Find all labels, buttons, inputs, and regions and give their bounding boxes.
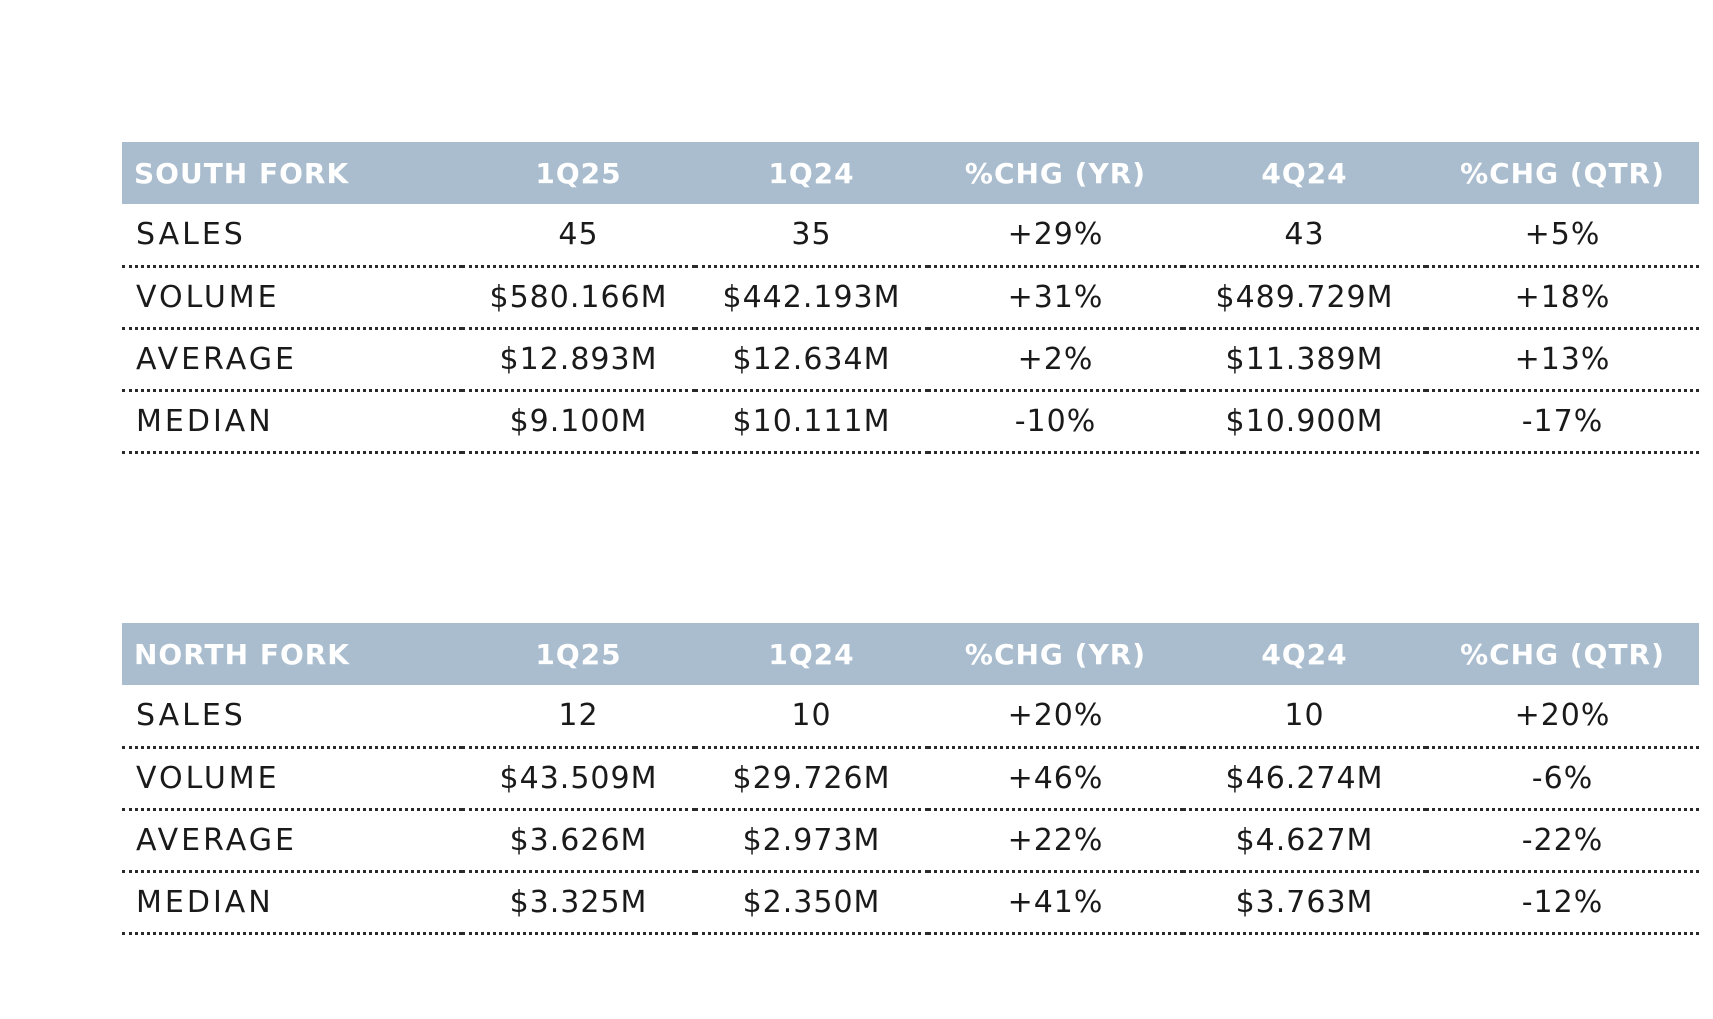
- table-cell: -10%: [1014, 403, 1097, 439]
- column-header-pct-chg-yr: %CHG (YR): [964, 156, 1147, 190]
- table-cell: +20%: [1514, 697, 1611, 733]
- row-label: SALES: [136, 697, 246, 733]
- table-cell: $29.726M: [732, 760, 891, 796]
- row-label: AVERAGE: [136, 341, 297, 377]
- table-cell: $2.973M: [742, 822, 881, 858]
- table-cell: +18%: [1514, 279, 1611, 315]
- table-region-title: SOUTH FORK: [134, 156, 350, 190]
- table-cell: 43: [1284, 216, 1325, 252]
- row-label: VOLUME: [136, 760, 280, 796]
- table-row-median: MEDIAN $3.325M $2.350M +41% $3.763M -12%: [122, 871, 1699, 933]
- table-cell: $489.729M: [1215, 279, 1394, 315]
- table-header-row: NORTH FORK 1Q25 1Q24 %CHG (YR) 4Q24 %CHG…: [122, 623, 1699, 685]
- table-cell: 12: [558, 697, 599, 733]
- table-cell: $10.900M: [1225, 403, 1384, 439]
- table-cell: +2%: [1017, 341, 1094, 377]
- table-cell: $12.893M: [499, 341, 658, 377]
- table-cell: -12%: [1521, 884, 1604, 920]
- table-row-median: MEDIAN $9.100M $10.111M -10% $10.900M -1…: [122, 390, 1699, 452]
- table-row-average: AVERAGE $12.893M $12.634M +2% $11.389M +…: [122, 328, 1699, 390]
- table-row-sales: SALES 45 35 +29% 43 +5%: [122, 204, 1699, 266]
- column-header-1q24: 1Q24: [768, 637, 855, 671]
- table-cell: $3.626M: [509, 822, 648, 858]
- table-cell: +46%: [1007, 760, 1104, 796]
- table-cell: $46.274M: [1225, 760, 1384, 796]
- column-header-pct-chg-yr: %CHG (YR): [964, 637, 1147, 671]
- table-cell: $12.634M: [732, 341, 891, 377]
- south-fork-table: SOUTH FORK 1Q25 1Q24 %CHG (YR) 4Q24 %CHG…: [122, 142, 1699, 454]
- table-cell: 45: [558, 216, 599, 252]
- table-row-sales: SALES 12 10 +20% 10 +20%: [122, 685, 1699, 747]
- row-label: AVERAGE: [136, 822, 297, 858]
- column-header-1q25: 1Q25: [535, 156, 622, 190]
- table-cell: $4.627M: [1235, 822, 1374, 858]
- table-cell: +5%: [1524, 216, 1601, 252]
- table-cell: $3.763M: [1235, 884, 1374, 920]
- table-header-row: SOUTH FORK 1Q25 1Q24 %CHG (YR) 4Q24 %CHG…: [122, 142, 1699, 204]
- table-cell: $43.509M: [499, 760, 658, 796]
- table-cell: -6%: [1531, 760, 1594, 796]
- north-fork-table: NORTH FORK 1Q25 1Q24 %CHG (YR) 4Q24 %CHG…: [122, 623, 1699, 935]
- table-cell: +13%: [1514, 341, 1611, 377]
- table-cell: 10: [1284, 697, 1325, 733]
- column-header-4q24: 4Q24: [1261, 156, 1348, 190]
- row-label: MEDIAN: [136, 884, 274, 920]
- table-cell: +29%: [1007, 216, 1104, 252]
- table-cell: $580.166M: [489, 279, 668, 315]
- table-cell: 35: [791, 216, 832, 252]
- table-row-volume: VOLUME $580.166M $442.193M +31% $489.729…: [122, 266, 1699, 328]
- column-header-1q25: 1Q25: [535, 637, 622, 671]
- row-label: VOLUME: [136, 279, 280, 315]
- column-header-pct-chg-qtr: %CHG (QTR): [1460, 156, 1665, 190]
- table-region-title: NORTH FORK: [134, 637, 351, 671]
- column-header-4q24: 4Q24: [1261, 637, 1348, 671]
- row-label: SALES: [136, 216, 246, 252]
- table-cell: $3.325M: [509, 884, 648, 920]
- column-header-1q24: 1Q24: [768, 156, 855, 190]
- table-row-volume: VOLUME $43.509M $29.726M +46% $46.274M -…: [122, 747, 1699, 809]
- table-cell: $442.193M: [722, 279, 901, 315]
- table-cell: -22%: [1521, 822, 1604, 858]
- table-cell: +31%: [1007, 279, 1104, 315]
- table-cell: +22%: [1007, 822, 1104, 858]
- table-cell: $9.100M: [509, 403, 648, 439]
- table-cell: $2.350M: [742, 884, 881, 920]
- column-header-pct-chg-qtr: %CHG (QTR): [1460, 637, 1665, 671]
- table-cell: 10: [791, 697, 832, 733]
- table-cell: +20%: [1007, 697, 1104, 733]
- table-cell: $11.389M: [1225, 341, 1384, 377]
- row-label: MEDIAN: [136, 403, 274, 439]
- table-cell: +41%: [1007, 884, 1104, 920]
- table-cell: -17%: [1521, 403, 1604, 439]
- table-cell: $10.111M: [732, 403, 891, 439]
- table-row-average: AVERAGE $3.626M $2.973M +22% $4.627M -22…: [122, 809, 1699, 871]
